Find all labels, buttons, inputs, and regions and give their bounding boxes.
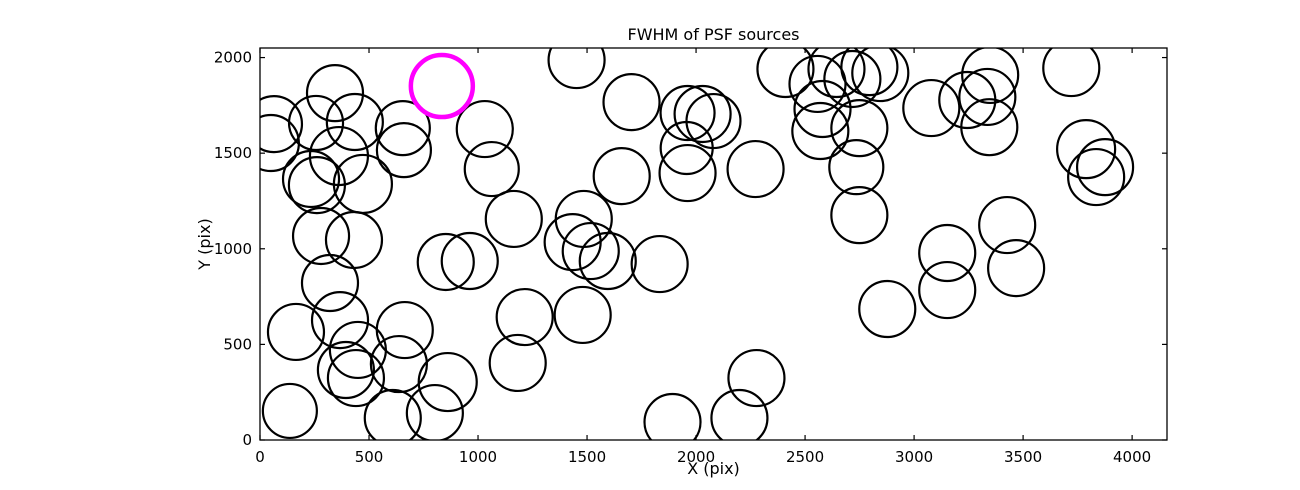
axes-frame — [259, 47, 1168, 441]
y-tick-label: 500 — [223, 335, 252, 353]
psf-source-circle — [405, 383, 464, 440]
psf-source-circle — [316, 340, 376, 400]
psf-source-circle — [902, 78, 961, 138]
y-tick-label: 1500 — [214, 144, 252, 162]
x-tick-label: 3000 — [895, 448, 933, 466]
y-tick-label: 2000 — [214, 49, 252, 67]
psf-source-circle — [363, 388, 422, 440]
psf-source-circle — [291, 206, 351, 266]
psf-source-circle — [287, 94, 345, 152]
y-axis-label: Y (pix) — [195, 218, 214, 270]
x-axis-label: X (pix) — [687, 459, 740, 478]
psf-source-circle — [793, 79, 852, 139]
x-tick-label: 1500 — [568, 448, 606, 466]
psf-source-circle — [961, 48, 1020, 105]
psf-source-circle — [726, 139, 785, 199]
psf-source-circle — [281, 149, 341, 209]
psf-source-circle — [417, 351, 478, 413]
psf-source-circle — [484, 189, 543, 249]
psf-source-circle — [488, 333, 547, 393]
psf-source-circle — [1075, 138, 1135, 197]
x-tick-label: 2500 — [786, 448, 824, 466]
psf-source-circle — [823, 49, 882, 109]
psf-source-circle — [305, 64, 365, 123]
psf-source-circle — [727, 348, 786, 408]
psf-source-circle — [807, 48, 866, 99]
psf-circles-group — [260, 48, 1135, 440]
psf-source-circle — [830, 99, 889, 158]
plot-title: FWHM of PSF sources — [627, 25, 799, 44]
psf-source-circle — [830, 186, 889, 245]
psf-source-circle — [788, 54, 847, 114]
psf-source-circle — [325, 92, 384, 152]
psf-source-circle — [828, 139, 885, 196]
psf-source-circle — [958, 67, 1017, 127]
psf-source-circle — [553, 285, 612, 345]
psf-source-circle — [375, 300, 434, 360]
psf-source-circle — [918, 260, 977, 320]
x-tick-label: 500 — [355, 448, 384, 466]
psf-source-circle — [1056, 119, 1117, 180]
psf-source-circle — [547, 48, 606, 90]
psf-source-circle — [1067, 147, 1126, 207]
highlighted-psf-circle — [408, 52, 476, 120]
psf-source-circle — [261, 382, 318, 440]
psf-source-circle — [287, 156, 347, 215]
x-tick-label: 3500 — [1004, 448, 1042, 466]
psf-source-circle — [987, 238, 1046, 298]
psf-source-circle — [495, 287, 554, 347]
psf-source-circle — [324, 210, 384, 270]
psf-source-circle — [858, 279, 917, 339]
psf-source-circle — [658, 143, 717, 203]
psf-source-circle — [756, 48, 815, 99]
psf-source-circle — [455, 99, 514, 159]
psf-source-circle — [851, 48, 910, 103]
psf-source-circle — [310, 291, 370, 350]
psf-source-circle — [673, 84, 732, 144]
psf-source-circle — [543, 212, 602, 272]
psf-source-circle — [260, 113, 300, 173]
psf-source-circle — [578, 231, 637, 291]
psf-source-circle — [326, 348, 386, 408]
psf-source-circle — [918, 223, 977, 283]
x-tick-label: 1000 — [459, 448, 497, 466]
psf-source-circle — [791, 101, 850, 161]
psf-source-circle — [369, 334, 428, 394]
psf-source-circle — [960, 98, 1019, 157]
psf-source-circle — [592, 147, 651, 206]
psf-source-circle — [300, 253, 360, 313]
y-tick-label: 1000 — [214, 240, 252, 258]
psf-source-circle — [260, 95, 304, 154]
psf-source-circle — [602, 73, 661, 132]
psf-source-circle — [440, 231, 499, 291]
psf-source-circle — [630, 234, 689, 294]
psf-source-circle — [416, 232, 475, 292]
psf-source-circle — [840, 48, 899, 97]
psf-source-circle — [659, 120, 714, 176]
psf-source-circle — [554, 189, 613, 249]
x-tick-label: 4000 — [1113, 448, 1151, 466]
psf-source-circle — [463, 140, 520, 198]
psf-source-circle — [266, 302, 326, 362]
psf-source-circle — [978, 195, 1037, 255]
psf-source-circle — [561, 221, 620, 281]
psf-source-circle — [643, 392, 702, 440]
psf-source-circle — [374, 100, 431, 157]
y-tick-label: 0 — [242, 431, 252, 449]
psf-source-circle — [710, 388, 769, 440]
psf-source-circle — [375, 122, 432, 179]
psf-source-circle — [659, 84, 716, 142]
psf-source-circle — [1042, 48, 1101, 98]
x-tick-label: 0 — [255, 448, 265, 466]
x-tick-label: 2000 — [677, 448, 715, 466]
